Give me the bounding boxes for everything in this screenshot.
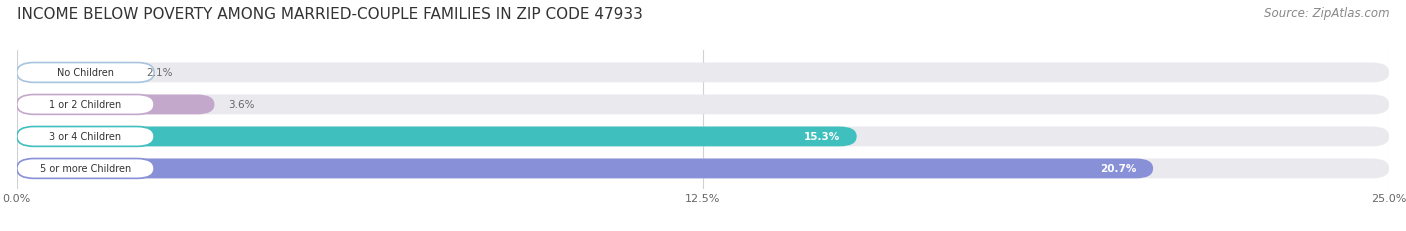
- FancyBboxPatch shape: [17, 159, 1153, 179]
- Text: 20.7%: 20.7%: [1101, 164, 1136, 174]
- FancyBboxPatch shape: [17, 159, 155, 179]
- Text: INCOME BELOW POVERTY AMONG MARRIED-COUPLE FAMILIES IN ZIP CODE 47933: INCOME BELOW POVERTY AMONG MARRIED-COUPL…: [17, 7, 643, 22]
- FancyBboxPatch shape: [17, 159, 1389, 179]
- FancyBboxPatch shape: [17, 127, 1389, 147]
- Text: 2.1%: 2.1%: [146, 68, 173, 78]
- FancyBboxPatch shape: [17, 63, 132, 83]
- Text: 3.6%: 3.6%: [228, 100, 254, 110]
- Text: 15.3%: 15.3%: [804, 132, 841, 142]
- FancyBboxPatch shape: [17, 127, 856, 147]
- FancyBboxPatch shape: [17, 63, 1389, 83]
- Text: No Children: No Children: [58, 68, 114, 78]
- Text: Source: ZipAtlas.com: Source: ZipAtlas.com: [1264, 7, 1389, 20]
- Text: 5 or more Children: 5 or more Children: [39, 164, 131, 174]
- FancyBboxPatch shape: [17, 95, 155, 115]
- Text: 1 or 2 Children: 1 or 2 Children: [49, 100, 121, 110]
- FancyBboxPatch shape: [17, 95, 215, 115]
- Text: 3 or 4 Children: 3 or 4 Children: [49, 132, 121, 142]
- FancyBboxPatch shape: [17, 127, 155, 147]
- FancyBboxPatch shape: [17, 63, 155, 83]
- FancyBboxPatch shape: [17, 95, 1389, 115]
